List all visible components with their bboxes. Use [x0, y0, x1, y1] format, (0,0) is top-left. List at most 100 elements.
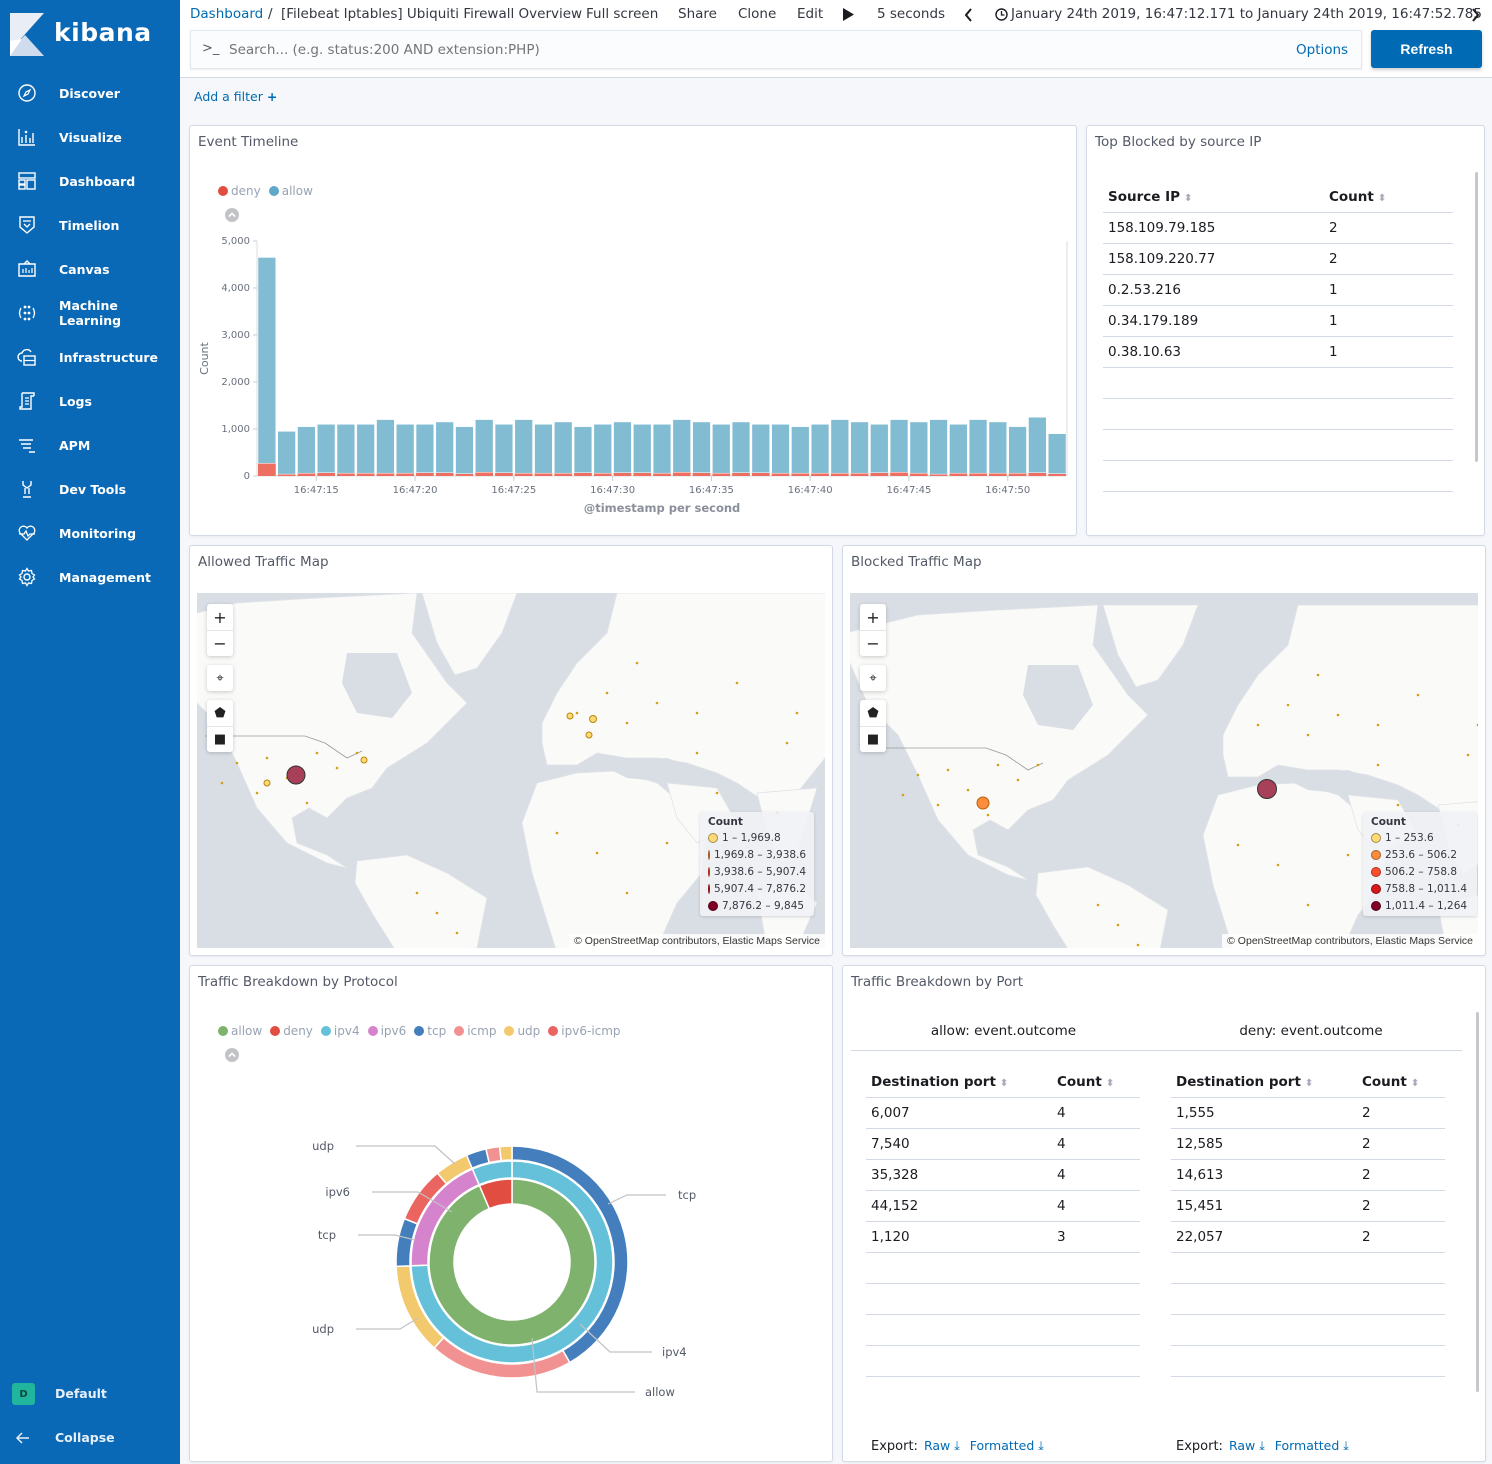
bar-deny[interactable] — [830, 473, 849, 476]
bar-deny[interactable] — [534, 473, 553, 476]
legend-toggle-icon[interactable] — [225, 1048, 239, 1062]
draw-polygon-button[interactable]: ⬟ — [214, 705, 226, 721]
bar-deny[interactable] — [712, 473, 731, 476]
bar-deny[interactable] — [791, 473, 810, 476]
bar-allow[interactable] — [336, 424, 356, 474]
legend-item-ipv4[interactable]: ipv4 — [333, 1024, 360, 1038]
bar-allow[interactable] — [415, 424, 435, 473]
bar-allow[interactable] — [435, 421, 454, 473]
map-marker[interactable] — [1236, 843, 1240, 847]
map-marker[interactable] — [1016, 778, 1020, 782]
sort-icon[interactable]: ⬍ — [1304, 1078, 1314, 1089]
bar-allow[interactable] — [929, 419, 948, 475]
map-marker[interactable] — [1396, 803, 1400, 807]
map-marker[interactable] — [625, 721, 629, 725]
bar-deny[interactable] — [277, 474, 296, 476]
bar-allow[interactable] — [889, 419, 909, 473]
fit-bounds-button[interactable]: ⌖ — [860, 665, 886, 691]
map-marker[interactable] — [595, 851, 599, 855]
map-marker[interactable] — [916, 773, 920, 777]
play-icon[interactable] — [843, 8, 854, 21]
bar-deny[interactable] — [495, 472, 513, 476]
map-marker[interactable] — [415, 891, 419, 895]
map-marker[interactable] — [265, 756, 269, 760]
breadcrumb-dashboard[interactable]: Dashboard — [190, 6, 264, 22]
bar-allow[interactable] — [633, 424, 652, 473]
map-marker[interactable] — [1346, 853, 1350, 857]
legend-item-deny[interactable]: deny — [283, 1024, 313, 1038]
space-avatar[interactable]: D — [12, 1383, 35, 1405]
bar-allow[interactable] — [277, 431, 296, 475]
map-marker[interactable] — [435, 911, 439, 915]
map-marker[interactable] — [1376, 723, 1380, 727]
bar-allow[interactable] — [494, 424, 514, 473]
bar-deny[interactable] — [653, 473, 671, 476]
export-formatted-link[interactable]: Formatted ⤓ — [970, 1438, 1044, 1453]
bar-allow[interactable] — [1047, 433, 1067, 474]
map-marker[interactable] — [1096, 903, 1100, 907]
sort-icon[interactable]: ⬍ — [1105, 1078, 1115, 1089]
bar-allow[interactable] — [534, 424, 553, 474]
sort-icon[interactable]: ⬍ — [1410, 1078, 1420, 1089]
legend-item-icmp[interactable]: icmp — [467, 1024, 497, 1038]
bar-allow[interactable] — [692, 421, 711, 473]
sidebar-item-monitoring[interactable]: Monitoring — [0, 513, 180, 553]
bar-allow[interactable] — [731, 421, 751, 473]
bar-allow[interactable] — [988, 421, 1007, 474]
bar-allow[interactable] — [1028, 417, 1047, 473]
bar-deny[interactable] — [396, 473, 415, 476]
map-marker[interactable] — [335, 766, 339, 770]
map-marker[interactable] — [263, 779, 271, 787]
bar-deny[interactable] — [317, 472, 336, 476]
map-marker[interactable] — [360, 756, 368, 764]
map-marker[interactable] — [1136, 943, 1140, 947]
map-marker[interactable] — [1476, 723, 1478, 727]
column-header[interactable]: Count ⬍ — [1329, 189, 1386, 205]
bar-allow[interactable] — [810, 424, 830, 474]
bar-deny[interactable] — [1008, 473, 1027, 476]
bar-deny[interactable] — [633, 472, 652, 476]
bar-deny[interactable] — [692, 472, 711, 476]
map-marker[interactable] — [1416, 693, 1420, 697]
slice-deny[interactable] — [478, 1178, 513, 1210]
map-marker[interactable] — [1116, 923, 1120, 927]
blocked-traffic-map[interactable]: + − ⌖ ⬟ ■ Count 1 – 253.6 253.6 – 506.2 506.2 – … — [850, 593, 1478, 948]
column-header[interactable]: Source IP ⬍ — [1108, 189, 1192, 205]
column-header[interactable]: Destination port ⬍ — [871, 1074, 1008, 1090]
legend-item-allow[interactable]: allow — [281, 184, 313, 198]
bar-allow[interactable] — [613, 421, 632, 473]
bar-deny[interactable] — [337, 473, 355, 476]
sidebar-item-discover[interactable]: Discover — [0, 73, 180, 113]
bar-deny[interactable] — [949, 473, 968, 476]
legend-item-ipv6[interactable]: ipv6 — [380, 1024, 407, 1038]
map-marker[interactable] — [966, 788, 970, 792]
sort-icon[interactable]: ⬍ — [1377, 193, 1387, 204]
fit-bounds-button[interactable]: ⌖ — [207, 665, 233, 691]
map-marker[interactable] — [901, 793, 905, 797]
zoom-out-button[interactable]: − — [860, 630, 886, 656]
map-marker[interactable] — [1276, 863, 1280, 867]
bar-deny[interactable] — [988, 473, 1007, 476]
sidebar-item-dev-tools[interactable]: Dev Tools — [0, 469, 180, 509]
bar-allow[interactable] — [514, 419, 533, 474]
bar-deny[interactable] — [514, 473, 533, 476]
allowed-traffic-map[interactable]: + − ⌖ ⬟ ■ Count 1 – 1,969.8 1,969.8 – 3,938.6 3,… — [197, 593, 825, 948]
legend-item-ipv6-icmp[interactable]: ipv6-icmp — [561, 1024, 621, 1038]
zoom-in-button[interactable]: + — [213, 607, 227, 627]
bar-deny[interactable] — [435, 472, 454, 476]
map-marker[interactable] — [566, 712, 574, 720]
map-marker[interactable] — [695, 711, 699, 715]
bar-allow[interactable] — [475, 419, 494, 473]
time-range-picker[interactable]: January 24th 2019, 16:47:12.171 to Janua… — [1011, 6, 1482, 22]
bar-deny[interactable] — [751, 472, 770, 476]
bar-deny[interactable] — [732, 472, 750, 476]
sort-icon[interactable]: ⬍ — [1184, 193, 1193, 204]
bar-allow[interactable] — [1008, 426, 1027, 474]
bar-deny[interactable] — [416, 472, 434, 476]
map-marker[interactable] — [235, 761, 239, 765]
bar-allow[interactable] — [396, 424, 415, 474]
collapse-button[interactable]: Collapse — [55, 1430, 115, 1445]
bar-deny[interactable] — [1028, 472, 1047, 476]
options-button[interactable]: Options — [1296, 42, 1349, 58]
map-marker[interactable] — [986, 813, 990, 817]
